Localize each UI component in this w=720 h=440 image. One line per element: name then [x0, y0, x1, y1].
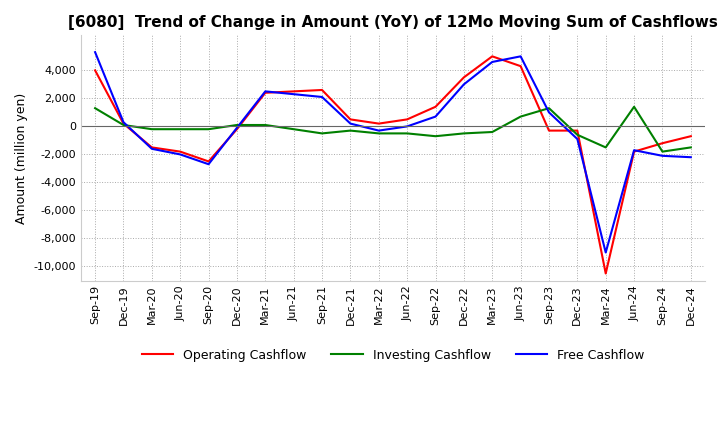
Free Cashflow: [488, 59, 497, 65]
Investing Cashflow: [573, 132, 582, 137]
Operating Cashflow: [346, 117, 355, 122]
Free Cashflow: [402, 124, 411, 129]
Investing Cashflow: [148, 127, 156, 132]
Free Cashflow: [176, 152, 184, 157]
Operating Cashflow: [176, 149, 184, 154]
Investing Cashflow: [318, 131, 326, 136]
Investing Cashflow: [289, 127, 298, 132]
Free Cashflow: [686, 154, 695, 160]
Operating Cashflow: [289, 89, 298, 94]
Operating Cashflow: [402, 117, 411, 122]
Investing Cashflow: [488, 129, 497, 135]
Free Cashflow: [148, 146, 156, 151]
Operating Cashflow: [686, 134, 695, 139]
Investing Cashflow: [630, 104, 639, 110]
Investing Cashflow: [261, 122, 269, 128]
Free Cashflow: [544, 110, 553, 115]
Free Cashflow: [91, 50, 99, 55]
Operating Cashflow: [431, 104, 440, 110]
Operating Cashflow: [261, 90, 269, 95]
Investing Cashflow: [658, 149, 667, 154]
Free Cashflow: [630, 147, 639, 153]
Operating Cashflow: [601, 271, 610, 276]
Investing Cashflow: [374, 131, 383, 136]
Free Cashflow: [204, 161, 213, 167]
Operating Cashflow: [459, 75, 468, 80]
Legend: Operating Cashflow, Investing Cashflow, Free Cashflow: Operating Cashflow, Investing Cashflow, …: [137, 344, 649, 367]
Free Cashflow: [658, 153, 667, 158]
Operating Cashflow: [488, 54, 497, 59]
Free Cashflow: [374, 128, 383, 133]
Investing Cashflow: [233, 122, 241, 128]
Investing Cashflow: [176, 127, 184, 132]
Free Cashflow: [459, 82, 468, 87]
Free Cashflow: [261, 89, 269, 94]
Operating Cashflow: [516, 63, 525, 69]
Line: Investing Cashflow: Investing Cashflow: [95, 107, 690, 152]
Investing Cashflow: [459, 131, 468, 136]
Y-axis label: Amount (million yen): Amount (million yen): [15, 92, 28, 224]
Line: Operating Cashflow: Operating Cashflow: [95, 56, 690, 274]
Free Cashflow: [601, 250, 610, 255]
Investing Cashflow: [686, 145, 695, 150]
Operating Cashflow: [573, 128, 582, 133]
Line: Free Cashflow: Free Cashflow: [95, 52, 690, 253]
Free Cashflow: [516, 54, 525, 59]
Free Cashflow: [431, 114, 440, 119]
Operating Cashflow: [630, 149, 639, 154]
Investing Cashflow: [402, 131, 411, 136]
Operating Cashflow: [374, 121, 383, 126]
Operating Cashflow: [148, 145, 156, 150]
Investing Cashflow: [544, 106, 553, 111]
Operating Cashflow: [233, 127, 241, 132]
Investing Cashflow: [516, 114, 525, 119]
Free Cashflow: [573, 136, 582, 142]
Operating Cashflow: [544, 128, 553, 133]
Operating Cashflow: [204, 159, 213, 164]
Free Cashflow: [346, 121, 355, 126]
Investing Cashflow: [431, 134, 440, 139]
Free Cashflow: [318, 94, 326, 99]
Operating Cashflow: [119, 121, 127, 126]
Operating Cashflow: [91, 68, 99, 73]
Investing Cashflow: [119, 122, 127, 128]
Operating Cashflow: [658, 140, 667, 146]
Free Cashflow: [289, 92, 298, 97]
Investing Cashflow: [204, 127, 213, 132]
Investing Cashflow: [346, 128, 355, 133]
Investing Cashflow: [601, 145, 610, 150]
Title: [6080]  Trend of Change in Amount (YoY) of 12Mo Moving Sum of Cashflows: [6080] Trend of Change in Amount (YoY) o…: [68, 15, 718, 30]
Operating Cashflow: [318, 87, 326, 92]
Free Cashflow: [119, 120, 127, 125]
Free Cashflow: [233, 125, 241, 130]
Investing Cashflow: [91, 106, 99, 111]
